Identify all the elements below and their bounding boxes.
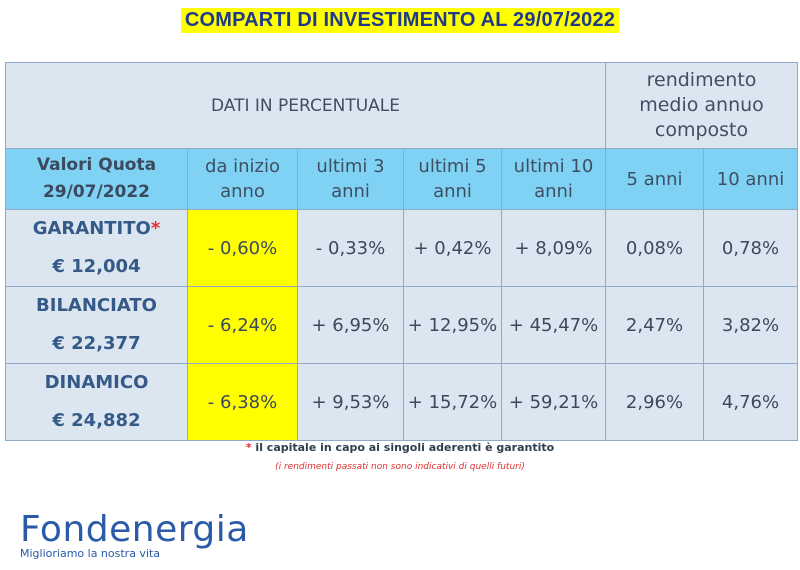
col-label-line: Valori Quota	[36, 155, 157, 175]
guarantee-note: * il capitale in capo ai singoli aderent…	[0, 441, 800, 454]
cell-5-anni: 2,96%	[605, 363, 704, 441]
dati-header-cell: DATI IN PERCENTUALE	[5, 62, 606, 149]
logo-brand: Fondenergia	[20, 509, 249, 550]
fund-quota: € 22,377	[52, 333, 141, 354]
col-header-10-anni: 10 anni	[702, 148, 799, 210]
fund-name-line: BILANCIATO	[7, 288, 187, 326]
cell-inizio-anno: - 6,38%	[187, 363, 298, 441]
disclaimer-note: (i rendimenti passati non sono indicativ…	[275, 462, 525, 472]
cell-ultimi-5: + 0,42%	[403, 209, 502, 287]
fund-quota: € 24,882	[52, 410, 141, 431]
cell-ultimi-10: + 59,21%	[501, 363, 606, 441]
fund-name-cell: GARANTITO* € 12,004	[5, 209, 188, 287]
cell-10-anni: 0,78%	[702, 209, 799, 287]
fund-name: BILANCIATO	[36, 295, 157, 316]
cell-ultimi-10: + 8,09%	[501, 209, 606, 287]
table-column-header-row: Valori Quota 29/07/2022 da inizio anno u…	[5, 148, 799, 210]
fund-name-cell: DINAMICO € 24,882	[5, 363, 188, 441]
fund-quota: € 12,004	[52, 256, 141, 277]
col-label-line: da inizio	[204, 156, 281, 177]
cell-ultimi-10: + 45,47%	[501, 286, 606, 364]
cell-ultimi-3: + 6,95%	[297, 286, 404, 364]
table-row-bilanciato: BILANCIATO € 22,377 - 6,24% + 6,95% + 12…	[5, 286, 799, 364]
note-text: il capitale in capo ai singoli aderenti …	[255, 441, 555, 454]
cell-10-anni: 3,82%	[702, 286, 799, 364]
table-row-garantito: GARANTITO* € 12,004 - 0,60% - 0,33% + 0,…	[5, 209, 799, 287]
col-label-line: 29/07/2022	[42, 182, 151, 202]
page-title: COMPARTI DI INVESTIMENTO AL 29/07/2022	[180, 8, 620, 33]
fund-star: *	[150, 218, 161, 239]
col-header-ultimi-3: ultimi 3 anni	[297, 148, 404, 210]
fund-name: GARANTITO	[32, 218, 151, 239]
note-star: *	[245, 441, 252, 454]
rendimento-line-1: rendimento	[646, 69, 757, 91]
cell-ultimi-3: + 9,53%	[297, 363, 404, 441]
table-row-dinamico: DINAMICO € 24,882 - 6,38% + 9,53% + 15,7…	[5, 363, 799, 441]
col-header-ultimi-10: ultimi 10 anni	[501, 148, 606, 210]
col-label-line: anni	[331, 181, 370, 202]
logo-tagline: Miglioriamo la nostra vita	[20, 547, 161, 560]
fondenergia-logo: Fondenergia Miglioriamo la nostra vita	[20, 509, 249, 561]
col-label-line: ultimi 3	[316, 156, 385, 177]
col-label-line: ultimi 10	[513, 156, 594, 177]
rendimento-line-2: medio annuo	[639, 94, 764, 116]
title-wrap: COMPARTI DI INVESTIMENTO AL 29/07/2022	[0, 8, 800, 33]
cell-ultimi-5: + 15,72%	[403, 363, 502, 441]
dati-label: DATI IN PERCENTUALE	[211, 95, 400, 116]
returns-table: DATI IN PERCENTUALE rendimento medio ann…	[5, 62, 799, 441]
col-label-line: anno	[220, 181, 265, 202]
col-label-line: anni	[534, 181, 573, 202]
fund-name-line: DINAMICO	[7, 365, 187, 403]
table-header-row: DATI IN PERCENTUALE rendimento medio ann…	[5, 62, 799, 149]
fund-name-line: GARANTITO*	[7, 211, 187, 249]
rendimento-header-cell: rendimento medio annuo composto	[604, 62, 799, 149]
cell-inizio-anno: - 6,24%	[187, 286, 298, 364]
cell-5-anni: 2,47%	[605, 286, 704, 364]
col-label-line: anni	[433, 181, 472, 202]
cell-ultimi-5: + 12,95%	[403, 286, 502, 364]
col-header-5-anni: 5 anni	[605, 148, 704, 210]
cell-ultimi-3: - 0,33%	[297, 209, 404, 287]
fund-name-cell: BILANCIATO € 22,377	[5, 286, 188, 364]
col-header-valori-quota: Valori Quota 29/07/2022	[5, 148, 188, 210]
col-header-ultimi-5: ultimi 5 anni	[403, 148, 502, 210]
col-header-inizio-anno: da inizio anno	[187, 148, 298, 210]
cell-10-anni: 4,76%	[702, 363, 799, 441]
fund-name: DINAMICO	[44, 372, 149, 393]
col-label-line: ultimi 5	[418, 156, 487, 177]
cell-inizio-anno: - 0,60%	[187, 209, 298, 287]
rendimento-line-3: composto	[654, 119, 749, 141]
cell-5-anni: 0,08%	[605, 209, 704, 287]
